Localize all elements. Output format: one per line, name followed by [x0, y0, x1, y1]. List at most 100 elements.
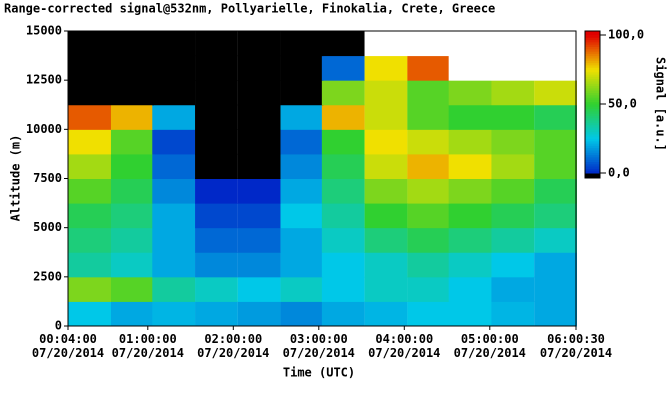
- heatmap-cell: [237, 80, 281, 106]
- colorbar-step: [585, 140, 600, 144]
- heatmap-cell: [280, 252, 324, 278]
- heatmap-cell: [237, 55, 281, 81]
- colorbar-step: [585, 67, 600, 70]
- heatmap-cell: [68, 104, 112, 130]
- colorbar-step: [585, 147, 600, 151]
- y-tick-label: 2500: [33, 269, 62, 283]
- colorbar-step: [585, 92, 600, 96]
- heatmap-cell: [237, 227, 281, 253]
- heatmap-cell: [491, 80, 535, 106]
- heatmap-cell: [321, 301, 365, 327]
- heatmap-cell: [534, 227, 578, 253]
- heatmap-cell: [110, 301, 154, 327]
- x-tick-label: 05:00:00 07/20/2014: [453, 332, 526, 360]
- colorbar-step: [585, 83, 600, 87]
- heatmap-cell: [407, 153, 451, 179]
- colorbar-step: [585, 106, 600, 110]
- colorbar-step: [585, 39, 600, 43]
- heatmap-cell: [280, 301, 324, 327]
- heatmap-cell: [280, 153, 324, 179]
- heatmap-cell: [407, 276, 451, 302]
- heatmap-cell: [68, 31, 112, 57]
- heatmap-cell: [534, 80, 578, 106]
- heatmap-cell: [195, 301, 238, 327]
- heatmap-cell: [195, 153, 238, 179]
- heatmap-cell: [195, 80, 238, 106]
- colorbar-step: [585, 127, 600, 130]
- colorbar-step: [585, 69, 600, 73]
- colorbar-step: [585, 110, 600, 114]
- x-tick-label: 01:00:00 07/20/2014: [111, 332, 184, 360]
- colorbar-step: [585, 159, 600, 162]
- heatmap-cell: [68, 301, 112, 327]
- heatmap-cell: [534, 129, 578, 155]
- colorbar-step: [585, 117, 600, 121]
- heatmap-cell: [364, 153, 408, 179]
- heatmap-cell: [110, 252, 154, 278]
- heatmap-cell: [534, 104, 578, 130]
- heatmap-cell: [534, 31, 578, 57]
- heatmap-cell: [448, 104, 492, 130]
- heatmap-cell: [68, 153, 112, 179]
- heatmap-cell: [407, 104, 451, 130]
- y-tick-label: 12500: [26, 73, 62, 87]
- heatmap-cell: [448, 153, 492, 179]
- colorbar-step: [585, 168, 600, 172]
- x-tick-label: 03:00:00 07/20/2014: [282, 332, 355, 360]
- colorbar-step: [585, 76, 600, 80]
- heatmap-cell: [364, 178, 408, 204]
- colorbar-step: [585, 152, 600, 156]
- heatmap-cell: [280, 104, 324, 130]
- heatmap-cell: [321, 227, 365, 253]
- heatmap-cell: [195, 31, 238, 57]
- heatmap-cell: [195, 227, 238, 253]
- y-axis-label: Altitude (m): [9, 135, 23, 222]
- heatmap-cell: [321, 80, 365, 106]
- heatmap-cell: [364, 252, 408, 278]
- colorbar-step: [585, 131, 600, 135]
- heatmap-cell: [152, 252, 196, 278]
- heatmap-cell: [448, 55, 492, 81]
- colorbar-step: [585, 145, 600, 149]
- heatmap-cell: [110, 153, 154, 179]
- heatmap-cell: [68, 203, 112, 229]
- colorbar-step: [585, 46, 600, 50]
- heatmap-cell: [491, 55, 535, 81]
- colorbar-step: [585, 87, 600, 91]
- heatmap-cell: [321, 203, 365, 229]
- colorbar-step: [585, 71, 600, 75]
- y-tick-label: 5000: [33, 220, 62, 234]
- heatmap-cell: [110, 104, 154, 130]
- colorbar-step: [585, 136, 600, 139]
- y-tick-label: 10000: [26, 122, 62, 136]
- heatmap-cell: [364, 104, 408, 130]
- heatmap-cell: [280, 203, 324, 229]
- heatmap-cell: [237, 31, 281, 57]
- heatmap-cell: [152, 80, 196, 106]
- heatmap-cell: [491, 203, 535, 229]
- heatmap-cell: [491, 227, 535, 253]
- heatmap-cell: [491, 301, 535, 327]
- heatmap-cell: [534, 252, 578, 278]
- colorbar-step: [585, 37, 600, 41]
- heatmap-cell: [407, 31, 451, 57]
- heatmap-cell: [68, 178, 112, 204]
- heatmap-cell: [237, 203, 281, 229]
- x-tick-label: 02:00:00 07/20/2014: [197, 332, 270, 360]
- heatmap-cell: [407, 203, 451, 229]
- heatmap-cell: [280, 227, 324, 253]
- heatmap-cell: [321, 153, 365, 179]
- colorbar-step: [585, 101, 600, 105]
- heatmap-cell: [321, 178, 365, 204]
- colorbar-step: [585, 85, 600, 89]
- heatmap-cell: [448, 276, 492, 302]
- colorbar-step: [585, 113, 600, 116]
- heatmap-cell: [407, 129, 451, 155]
- heatmap-cell: [195, 252, 238, 278]
- heatmap-cell: [491, 31, 535, 57]
- heatmap-cell: [152, 203, 196, 229]
- heatmap-cell: [237, 178, 281, 204]
- colorbar-step: [585, 129, 600, 133]
- colorbar-step: [585, 35, 600, 38]
- heatmap-cell: [321, 31, 365, 57]
